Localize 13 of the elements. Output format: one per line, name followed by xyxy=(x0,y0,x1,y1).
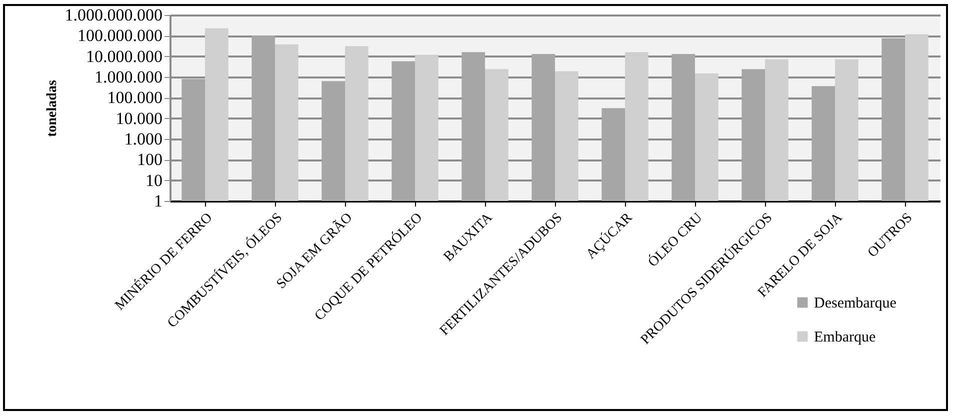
y-tick-label: 1.000 xyxy=(124,130,162,148)
y-tick-label: 1 xyxy=(154,192,162,210)
y-tick-label: 10 xyxy=(146,170,162,190)
y-tick-label: 10.000.000 xyxy=(86,46,162,66)
y-tick-label: 100.000.000 xyxy=(78,26,162,46)
y-tick-label: 1.000.000 xyxy=(94,68,162,86)
y-tick-label: 10.000 xyxy=(116,108,162,128)
y-tick-label: 100 xyxy=(137,150,162,170)
y-tick-label: 100.000 xyxy=(107,88,162,108)
y-tick-label: 1.000.000.000 xyxy=(64,6,162,24)
legend-label: Embarque xyxy=(814,330,876,346)
y-axis-title: toneladas xyxy=(44,80,60,137)
legend-label: Desembarque xyxy=(814,296,897,312)
